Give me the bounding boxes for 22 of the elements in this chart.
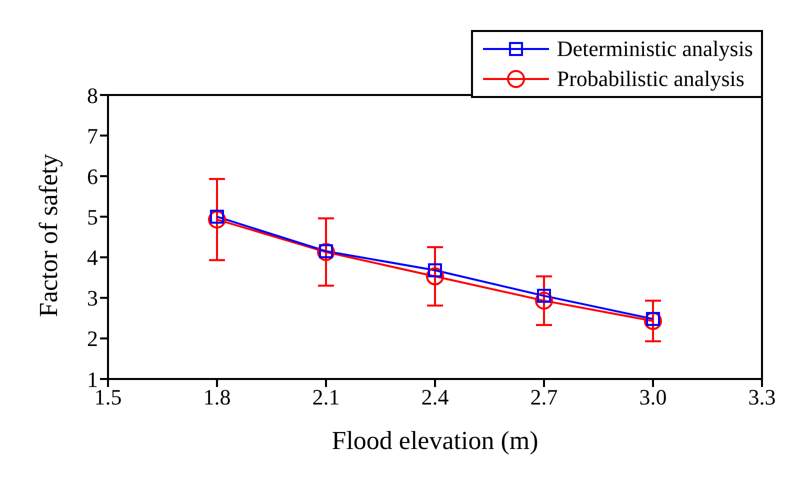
point (317, 243, 335, 262)
x-tick-label: 2.1 (312, 384, 340, 410)
x-tick-label: 1.8 (203, 384, 231, 410)
legend-label: Probabilistic analysis (556, 66, 744, 92)
point (426, 267, 444, 286)
y-tick-label: 4 (87, 245, 98, 270)
x-tick-label: 2.7 (530, 384, 558, 410)
y-tick-label: 8 (87, 82, 98, 108)
y-tick-label: 3 (87, 286, 98, 311)
y-tick-label: 6 (87, 164, 98, 189)
point (644, 312, 662, 330)
y-axis-title: Factor of safety (34, 154, 64, 317)
x-tick-label: 3.0 (639, 384, 667, 410)
y-tick-label: 5 (87, 204, 98, 230)
legend-label: Deterministic analysis (556, 36, 753, 62)
x-tick-label: 2.4 (421, 384, 449, 410)
x-tick-label: 3.3 (748, 384, 776, 410)
y-tick-label: 7 (87, 123, 98, 148)
x-axis-title: Flood elevation (m) (332, 426, 538, 455)
point (208, 210, 226, 229)
y-tick-label: 2 (87, 326, 98, 352)
point (535, 292, 553, 310)
